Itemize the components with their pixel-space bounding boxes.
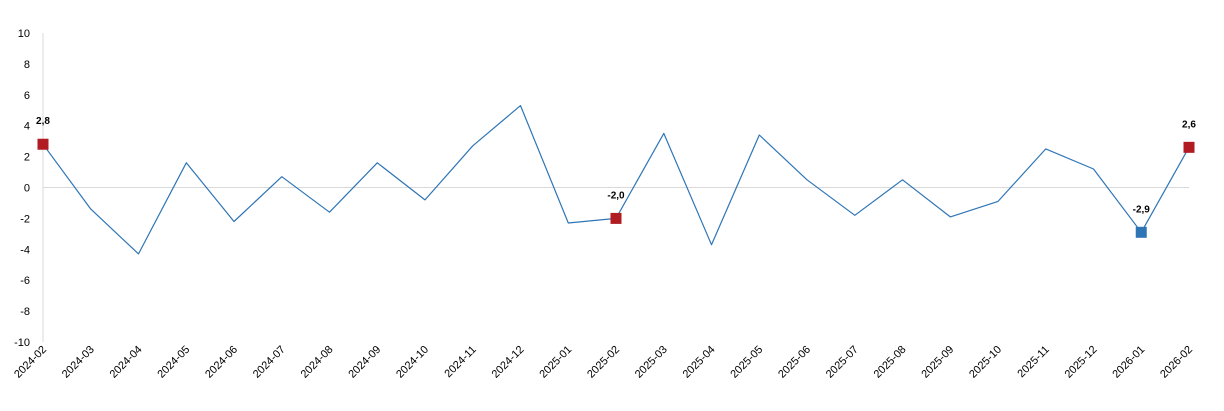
series-group [42,104,1190,255]
y-tick-label: -8 [20,306,30,318]
x-axis-ticks: 2024-02 2024-03 2024-04 2024-05 2024-06 2024-… [12,344,1195,381]
x-tick-label: 2025-03 [633,344,670,381]
y-tick-label: 8 [24,59,30,71]
x-tick-label: 2025-10 [967,344,1004,381]
series-line [42,104,1190,255]
highlight-markers: 2,8 -2,0 -2,9 2,6 [36,116,1196,238]
x-tick-label: 2025-09 [919,344,956,381]
highlight-marker [37,138,49,150]
x-tick-label: 2025-01 [537,344,574,381]
x-tick-label: 2024-02 [12,344,49,381]
highlight-marker [610,212,622,224]
x-tick-label: 2024-09 [346,344,383,381]
data-label: -2,9 [1133,204,1151,215]
axes [42,33,1189,342]
x-tick-label: 2024-07 [251,344,288,381]
x-tick-label: 2024-06 [203,344,240,381]
x-tick-label: 2025-06 [776,344,813,381]
y-tick-label: -4 [20,244,30,256]
x-tick-label: 2026-01 [1110,344,1147,381]
data-label: -2,0 [607,190,625,201]
highlight-marker [1183,141,1195,153]
y-tick-label: 2 [24,152,30,164]
x-tick-label: 2024-04 [108,344,145,381]
y-tick-label: 6 [24,90,30,102]
x-tick-label: 2025-12 [1063,344,1100,381]
y-tick-label: 4 [24,121,30,133]
y-tick-label: -2 [20,213,30,225]
x-tick-label: 2024-12 [490,344,527,381]
y-tick-label: 10 [18,28,30,40]
x-tick-label: 2024-11 [442,344,478,380]
x-tick-label: 2026-02 [1158,344,1195,381]
x-tick-label: 2024-08 [299,344,336,381]
x-tick-label: 2025-04 [681,344,718,381]
data-label: 2,6 [1182,119,1196,130]
y-axis-ticks: 10 8 6 4 2 0 -2 -4 -6 -8 -10 [14,28,30,349]
x-tick-label: 2024-03 [60,344,97,381]
x-tick-label: 2025-07 [824,344,861,381]
x-tick-label: 2025-05 [728,344,765,381]
y-tick-label: 0 [24,183,30,195]
y-tick-label: -6 [20,275,30,287]
y-tick-label: -10 [14,337,30,349]
x-tick-label: 2024-10 [394,344,431,381]
highlight-marker [1135,226,1147,238]
x-tick-label: 2025-08 [872,344,909,381]
data-label: 2,8 [36,116,50,127]
x-tick-label: 2025-11 [1015,344,1051,380]
x-tick-label: 2025-02 [585,344,622,381]
x-tick-label: 2024-05 [155,344,192,381]
